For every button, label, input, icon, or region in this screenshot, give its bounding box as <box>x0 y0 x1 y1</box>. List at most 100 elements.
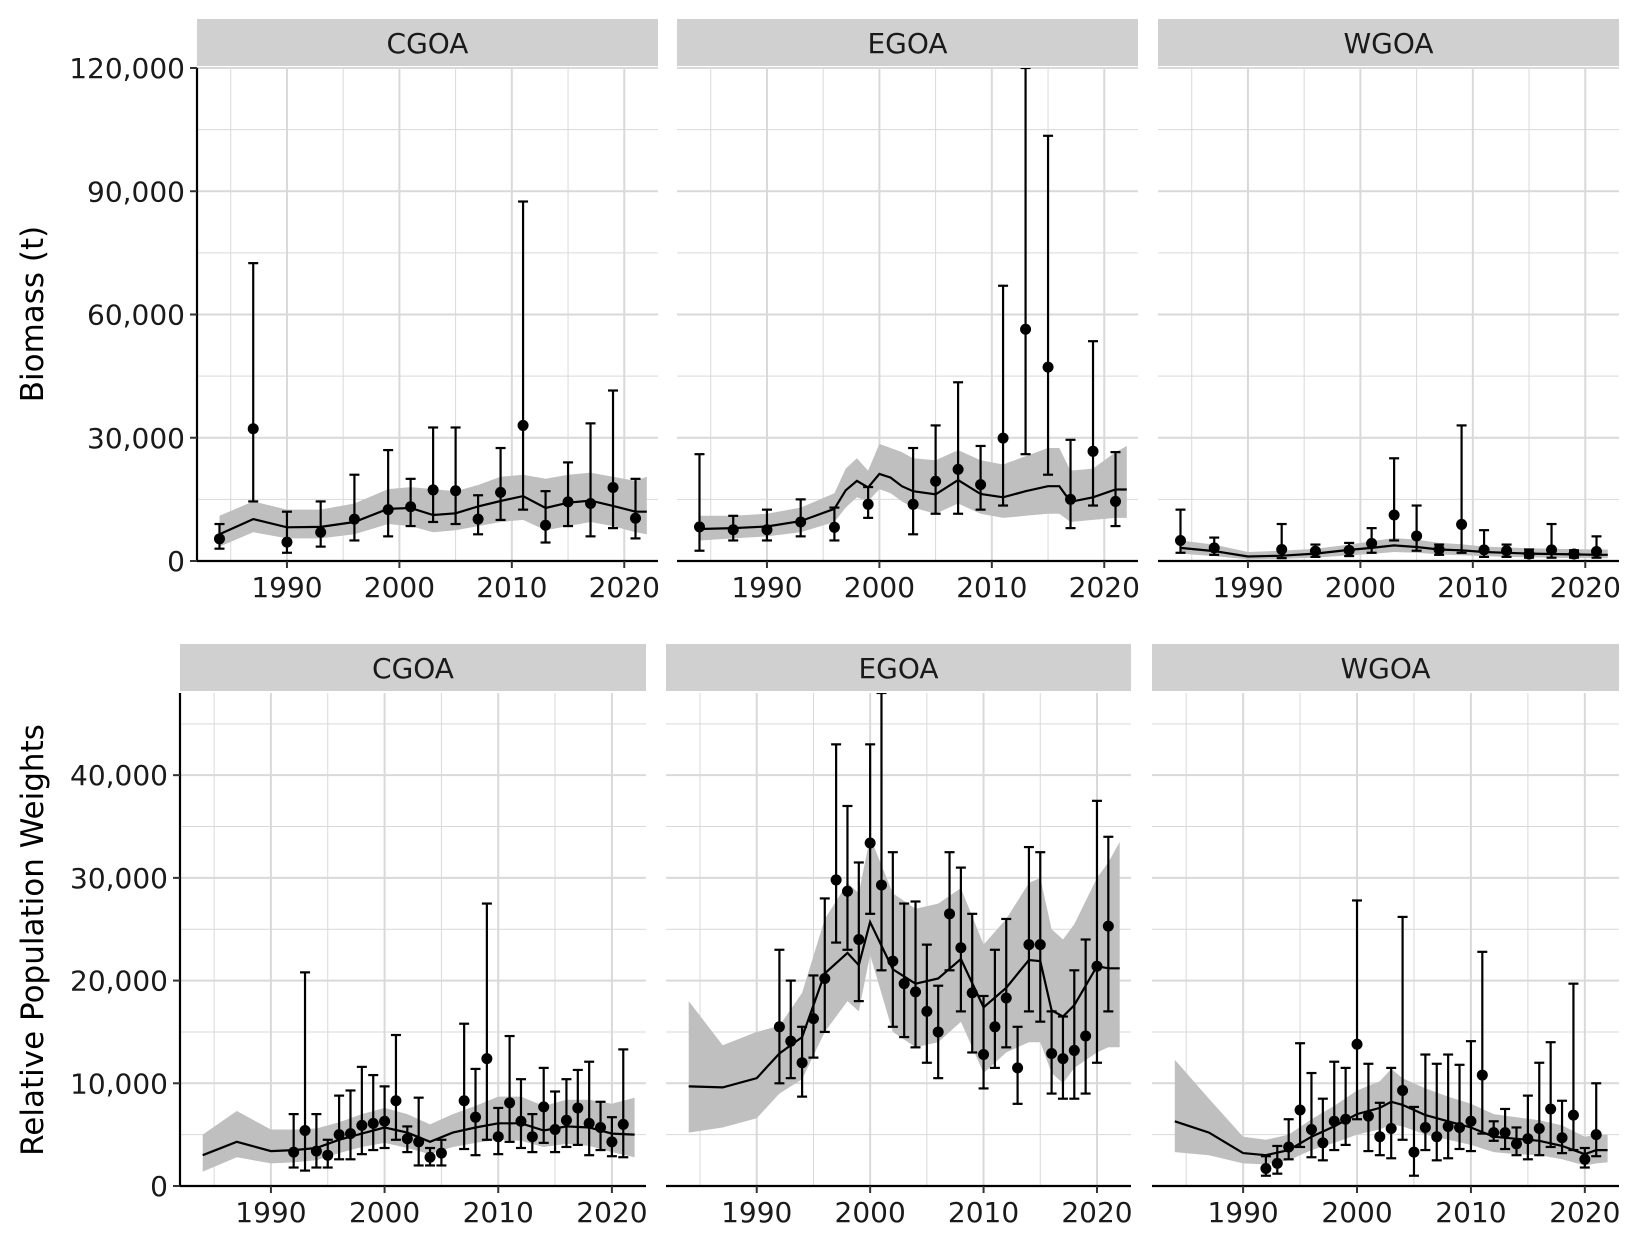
observation-point <box>830 874 842 886</box>
facet-strip <box>1152 644 1619 691</box>
observation-point <box>1023 939 1035 951</box>
error-bar <box>955 866 966 1013</box>
observation-point <box>989 1021 1001 1033</box>
confidence-ribbon <box>1180 538 1608 560</box>
error-bar <box>356 1065 367 1156</box>
error-bar <box>694 453 705 552</box>
error-bar <box>865 743 876 915</box>
observation-point <box>583 1117 595 1129</box>
error-bar <box>563 461 574 528</box>
observation-point <box>907 498 919 510</box>
error-bar <box>887 851 898 1028</box>
observation-point <box>1091 960 1103 972</box>
observation-point <box>1271 1157 1283 1169</box>
observation-point <box>1533 1122 1545 1134</box>
observation-point <box>1012 1062 1024 1074</box>
observation-point <box>413 1136 425 1148</box>
x-tick-label: 1990 <box>731 571 802 604</box>
error-bar <box>1035 851 1046 1023</box>
observation-point <box>492 1131 504 1143</box>
observation-point <box>515 1115 527 1127</box>
error-bar <box>1069 969 1080 1100</box>
observation-point <box>606 1136 618 1148</box>
observation-point <box>1388 509 1400 521</box>
x-tick-label: 2010 <box>1437 571 1508 604</box>
y-tick-label: 90,000 <box>87 175 185 208</box>
observation-point <box>1080 1030 1092 1042</box>
observation-point <box>1046 1048 1058 1060</box>
observation-point <box>1408 1146 1420 1158</box>
data-layer <box>688 693 1120 1133</box>
error-bar <box>853 861 864 1003</box>
error-bar <box>1411 504 1422 552</box>
observation-point <box>1501 545 1513 557</box>
observation-point <box>1034 939 1046 951</box>
rpw-row: Relative Population Weights CGOA 1990 2000 2… <box>15 644 1620 1229</box>
observation-point <box>1351 1038 1363 1050</box>
observation-point <box>470 1111 482 1123</box>
facet-strip-label: EGOA <box>867 27 947 60</box>
error-bar <box>1080 938 1091 1095</box>
x-tick-label: 2000 <box>349 1196 420 1229</box>
error-bar <box>311 1113 322 1169</box>
observation-point <box>472 513 484 525</box>
observation-point <box>379 1115 391 1127</box>
observation-point <box>344 1128 356 1140</box>
observation-point <box>424 1151 436 1163</box>
error-bar <box>368 1073 379 1152</box>
observation-point <box>1283 1141 1295 1153</box>
x-tick-label: 2020 <box>1061 1196 1132 1229</box>
x-tick-label: 2000 <box>1325 571 1396 604</box>
observation-point <box>921 1005 933 1017</box>
x-tick-label: 2020 <box>1549 1196 1620 1229</box>
x-tick-label: 2020 <box>589 571 660 604</box>
observation-point <box>841 885 853 897</box>
observation-point <box>898 978 910 990</box>
facet-strip <box>197 19 658 66</box>
y-tick-label: 0 <box>167 545 185 578</box>
error-bar <box>383 448 394 538</box>
error-bar <box>1295 1042 1306 1149</box>
observation-point <box>1523 548 1535 560</box>
observation-point <box>1328 1115 1340 1127</box>
observation-point <box>1366 537 1378 549</box>
facet-strip <box>677 19 1138 66</box>
panel-cgoa-biomass: CGOA 1990 2000 2010 2020 0 30,000 60,000 90,000 1… <box>69 19 660 604</box>
observation-point <box>595 1121 607 1133</box>
observation-point <box>1309 545 1321 557</box>
observation-point <box>1478 544 1490 556</box>
observation-point <box>435 1147 447 1159</box>
observation-point <box>1590 1129 1602 1141</box>
observation-point <box>952 463 964 475</box>
error-bar <box>908 446 919 536</box>
error-bar <box>1043 134 1054 476</box>
error-bar <box>1091 799 1102 1064</box>
observation-point <box>1110 495 1122 507</box>
observation-point <box>1591 546 1603 558</box>
observation-point <box>549 1124 561 1136</box>
observation-point <box>1568 548 1580 560</box>
x-tick-label: 1990 <box>1212 571 1283 604</box>
x-tick-label: 2000 <box>844 571 915 604</box>
error-bar <box>515 1078 526 1150</box>
error-bar <box>978 994 989 1090</box>
y-tick-label: 30,000 <box>87 422 185 455</box>
error-bar <box>1557 1099 1568 1155</box>
observation-point <box>1431 1131 1443 1143</box>
observation-point <box>997 432 1009 444</box>
x-tick-label: 1990 <box>235 1196 306 1229</box>
y-tick-label: 40,000 <box>70 759 168 792</box>
observation-point <box>367 1117 379 1129</box>
error-bar <box>1386 1066 1397 1160</box>
observation-point <box>315 526 327 538</box>
observation-point <box>1442 1120 1454 1132</box>
error-bar <box>1591 1082 1602 1158</box>
error-bar <box>1397 915 1408 1141</box>
observation-point <box>322 1149 334 1161</box>
error-bar <box>989 948 1000 1069</box>
error-bar <box>1374 1101 1385 1157</box>
observation-point <box>727 524 739 536</box>
error-bar <box>1408 1105 1419 1177</box>
observation-point <box>607 481 619 493</box>
